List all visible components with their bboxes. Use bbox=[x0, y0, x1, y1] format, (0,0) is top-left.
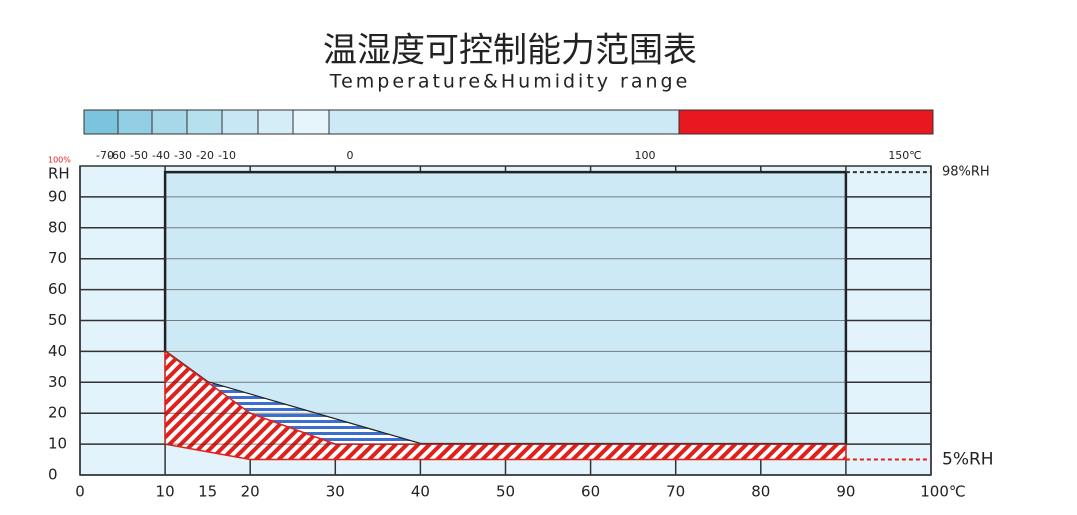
chart-subtitle: Temperature&Humidity range bbox=[329, 71, 691, 93]
x-tick-label: 0 bbox=[75, 483, 85, 501]
y-tick-label: 0 bbox=[48, 466, 58, 484]
x-tick-label: 10 bbox=[156, 483, 175, 501]
x-tick-label: 100℃ bbox=[920, 483, 965, 501]
y-top-label: 100% bbox=[48, 156, 71, 165]
x-tick-label: 70 bbox=[666, 483, 685, 501]
y-tick-label: 30 bbox=[48, 373, 67, 391]
y-tick-label: 20 bbox=[48, 404, 67, 422]
annotation-label: 98%RH bbox=[942, 165, 990, 180]
x-tick-label: 40 bbox=[411, 483, 430, 501]
annotation-label: 5%RH bbox=[942, 450, 994, 470]
x-tick-label: 15 bbox=[198, 483, 217, 501]
y-tick-label: 60 bbox=[48, 280, 67, 298]
y-tick-label: 70 bbox=[48, 249, 67, 267]
y-tick-label: 80 bbox=[48, 218, 67, 236]
x-tick-label: 80 bbox=[751, 483, 770, 501]
temperature-label: 0 bbox=[347, 149, 354, 162]
y-tick-label: 50 bbox=[48, 311, 67, 329]
x-tick-label: 60 bbox=[581, 483, 600, 501]
temperature-label: -70 bbox=[96, 149, 114, 162]
temperature-label: 100 bbox=[635, 149, 656, 162]
x-tick-label: 20 bbox=[241, 483, 260, 501]
temperature-label: -10 bbox=[218, 149, 236, 162]
temperature-label: 150℃ bbox=[888, 149, 921, 162]
y-tick-label: 90 bbox=[48, 187, 67, 205]
temperature-label: -50 bbox=[130, 149, 148, 162]
y-axis-label: RH bbox=[48, 165, 70, 183]
temperature-label: -60 bbox=[108, 149, 126, 162]
x-tick-label: 50 bbox=[496, 483, 515, 501]
y-tick-label: 40 bbox=[48, 342, 67, 360]
temperature-label: -40 bbox=[152, 149, 170, 162]
y-tick-label: 10 bbox=[48, 435, 67, 453]
temperature-bar bbox=[83, 109, 934, 135]
temperature-label: -20 bbox=[196, 149, 214, 162]
chart-title: 温湿度可控制能力范围表 bbox=[323, 31, 697, 71]
temperature-label: -30 bbox=[174, 149, 192, 162]
x-tick-label: 30 bbox=[326, 483, 345, 501]
x-tick-label: 90 bbox=[836, 483, 855, 501]
